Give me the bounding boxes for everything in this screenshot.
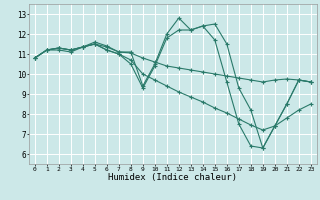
- X-axis label: Humidex (Indice chaleur): Humidex (Indice chaleur): [108, 173, 237, 182]
